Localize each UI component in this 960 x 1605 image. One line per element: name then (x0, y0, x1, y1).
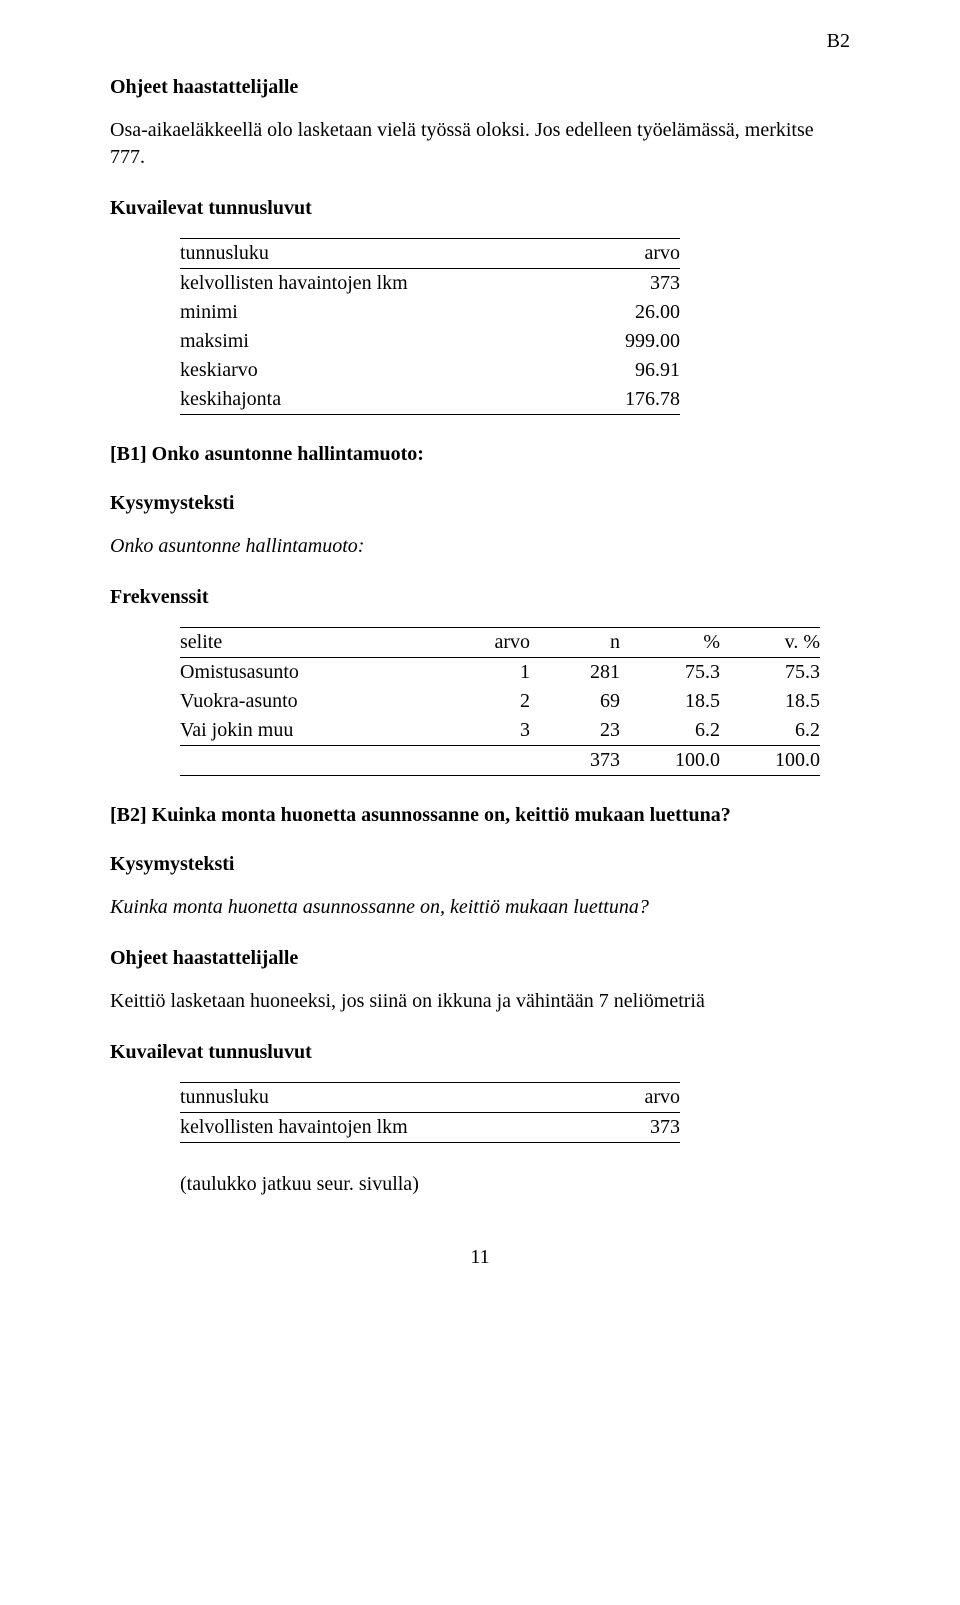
cell: 2 (420, 687, 530, 716)
cell: 75.3 (620, 658, 720, 688)
corner-label: B2 (827, 30, 850, 53)
table-row: Omistusasunto 1 281 75.3 75.3 (180, 658, 820, 688)
stats2-header-value: arvo (550, 1083, 680, 1113)
stats1-header-value: arvo (550, 239, 680, 269)
text-ohjeet-2: Keittiö lasketaan huoneeksi, jos siinä o… (110, 988, 850, 1015)
text-kysymys-2: Kuinka monta huonetta asunnossanne on, k… (110, 894, 850, 921)
table-total-row: 373 100.0 100.0 (180, 746, 820, 776)
heading-b2: [B2] Kuinka monta huonetta asunnossanne … (110, 804, 850, 827)
cell (420, 746, 530, 776)
stats1-header-label: tunnusluku (180, 239, 550, 269)
cell: Vuokra-asunto (180, 687, 420, 716)
heading-kysymysteksti-1: Kysymysteksti (110, 492, 850, 515)
table-row: maksimi 999.00 (180, 327, 680, 356)
cell: 999.00 (550, 327, 680, 356)
cell: 23 (530, 716, 620, 746)
heading-ohjeet-2: Ohjeet haastattelijalle (110, 947, 850, 970)
cell: 100.0 (620, 746, 720, 776)
cell: 281 (530, 658, 620, 688)
cell: 1 (420, 658, 530, 688)
stats-table-2: tunnusluku arvo kelvollisten havaintojen… (180, 1082, 680, 1143)
cell: 18.5 (720, 687, 820, 716)
heading-frekvenssit: Frekvenssit (110, 586, 850, 609)
freq-header-selite: selite (180, 628, 420, 658)
stats2-header-label: tunnusluku (180, 1083, 550, 1113)
cell: 100.0 (720, 746, 820, 776)
cell: keskihajonta (180, 385, 550, 415)
table-row: Vai jokin muu 3 23 6.2 6.2 (180, 716, 820, 746)
cell: 373 (550, 1113, 680, 1143)
cell: Omistusasunto (180, 658, 420, 688)
cell: 373 (550, 269, 680, 299)
freq-header-pct: % (620, 628, 720, 658)
cell: 373 (530, 746, 620, 776)
table-row: keskihajonta 176.78 (180, 385, 680, 415)
cell: 75.3 (720, 658, 820, 688)
cell: 18.5 (620, 687, 720, 716)
cell: 26.00 (550, 298, 680, 327)
heading-b1: [B1] Onko asuntonne hallintamuoto: (110, 443, 850, 466)
freq-header-n: n (530, 628, 620, 658)
cell: 6.2 (720, 716, 820, 746)
cell: kelvollisten havaintojen lkm (180, 269, 550, 299)
heading-ohjeet-1: Ohjeet haastattelijalle (110, 76, 850, 99)
table-row: minimi 26.00 (180, 298, 680, 327)
table-row: keskiarvo 96.91 (180, 356, 680, 385)
cell (180, 746, 420, 776)
cell: minimi (180, 298, 550, 327)
cell: 3 (420, 716, 530, 746)
heading-kysymysteksti-2: Kysymysteksti (110, 853, 850, 876)
freq-header-arvo: arvo (420, 628, 530, 658)
continuation-note: (taulukko jatkuu seur. sivulla) (180, 1173, 850, 1196)
freq-header-vpct: v. % (720, 628, 820, 658)
table-row: Vuokra-asunto 2 69 18.5 18.5 (180, 687, 820, 716)
cell: 96.91 (550, 356, 680, 385)
cell: 176.78 (550, 385, 680, 415)
cell: kelvollisten havaintojen lkm (180, 1113, 550, 1143)
cell: maksimi (180, 327, 550, 356)
cell: 6.2 (620, 716, 720, 746)
cell: Vai jokin muu (180, 716, 420, 746)
text-ohjeet-1: Osa-aikaeläkkeellä olo lasketaan vielä t… (110, 117, 850, 171)
heading-kuvailevat-2: Kuvailevat tunnusluvut (110, 1041, 850, 1064)
stats-table-1: tunnusluku arvo kelvollisten havaintojen… (180, 238, 680, 415)
table-row: kelvollisten havaintojen lkm 373 (180, 269, 680, 299)
freq-table: selite arvo n % v. % Omistusasunto 1 281… (180, 627, 820, 776)
cell: keskiarvo (180, 356, 550, 385)
table-row: kelvollisten havaintojen lkm 373 (180, 1113, 680, 1143)
page-number: 11 (110, 1246, 850, 1269)
heading-kuvailevat-1: Kuvailevat tunnusluvut (110, 197, 850, 220)
cell: 69 (530, 687, 620, 716)
text-kysymys-1: Onko asuntonne hallintamuoto: (110, 533, 850, 560)
